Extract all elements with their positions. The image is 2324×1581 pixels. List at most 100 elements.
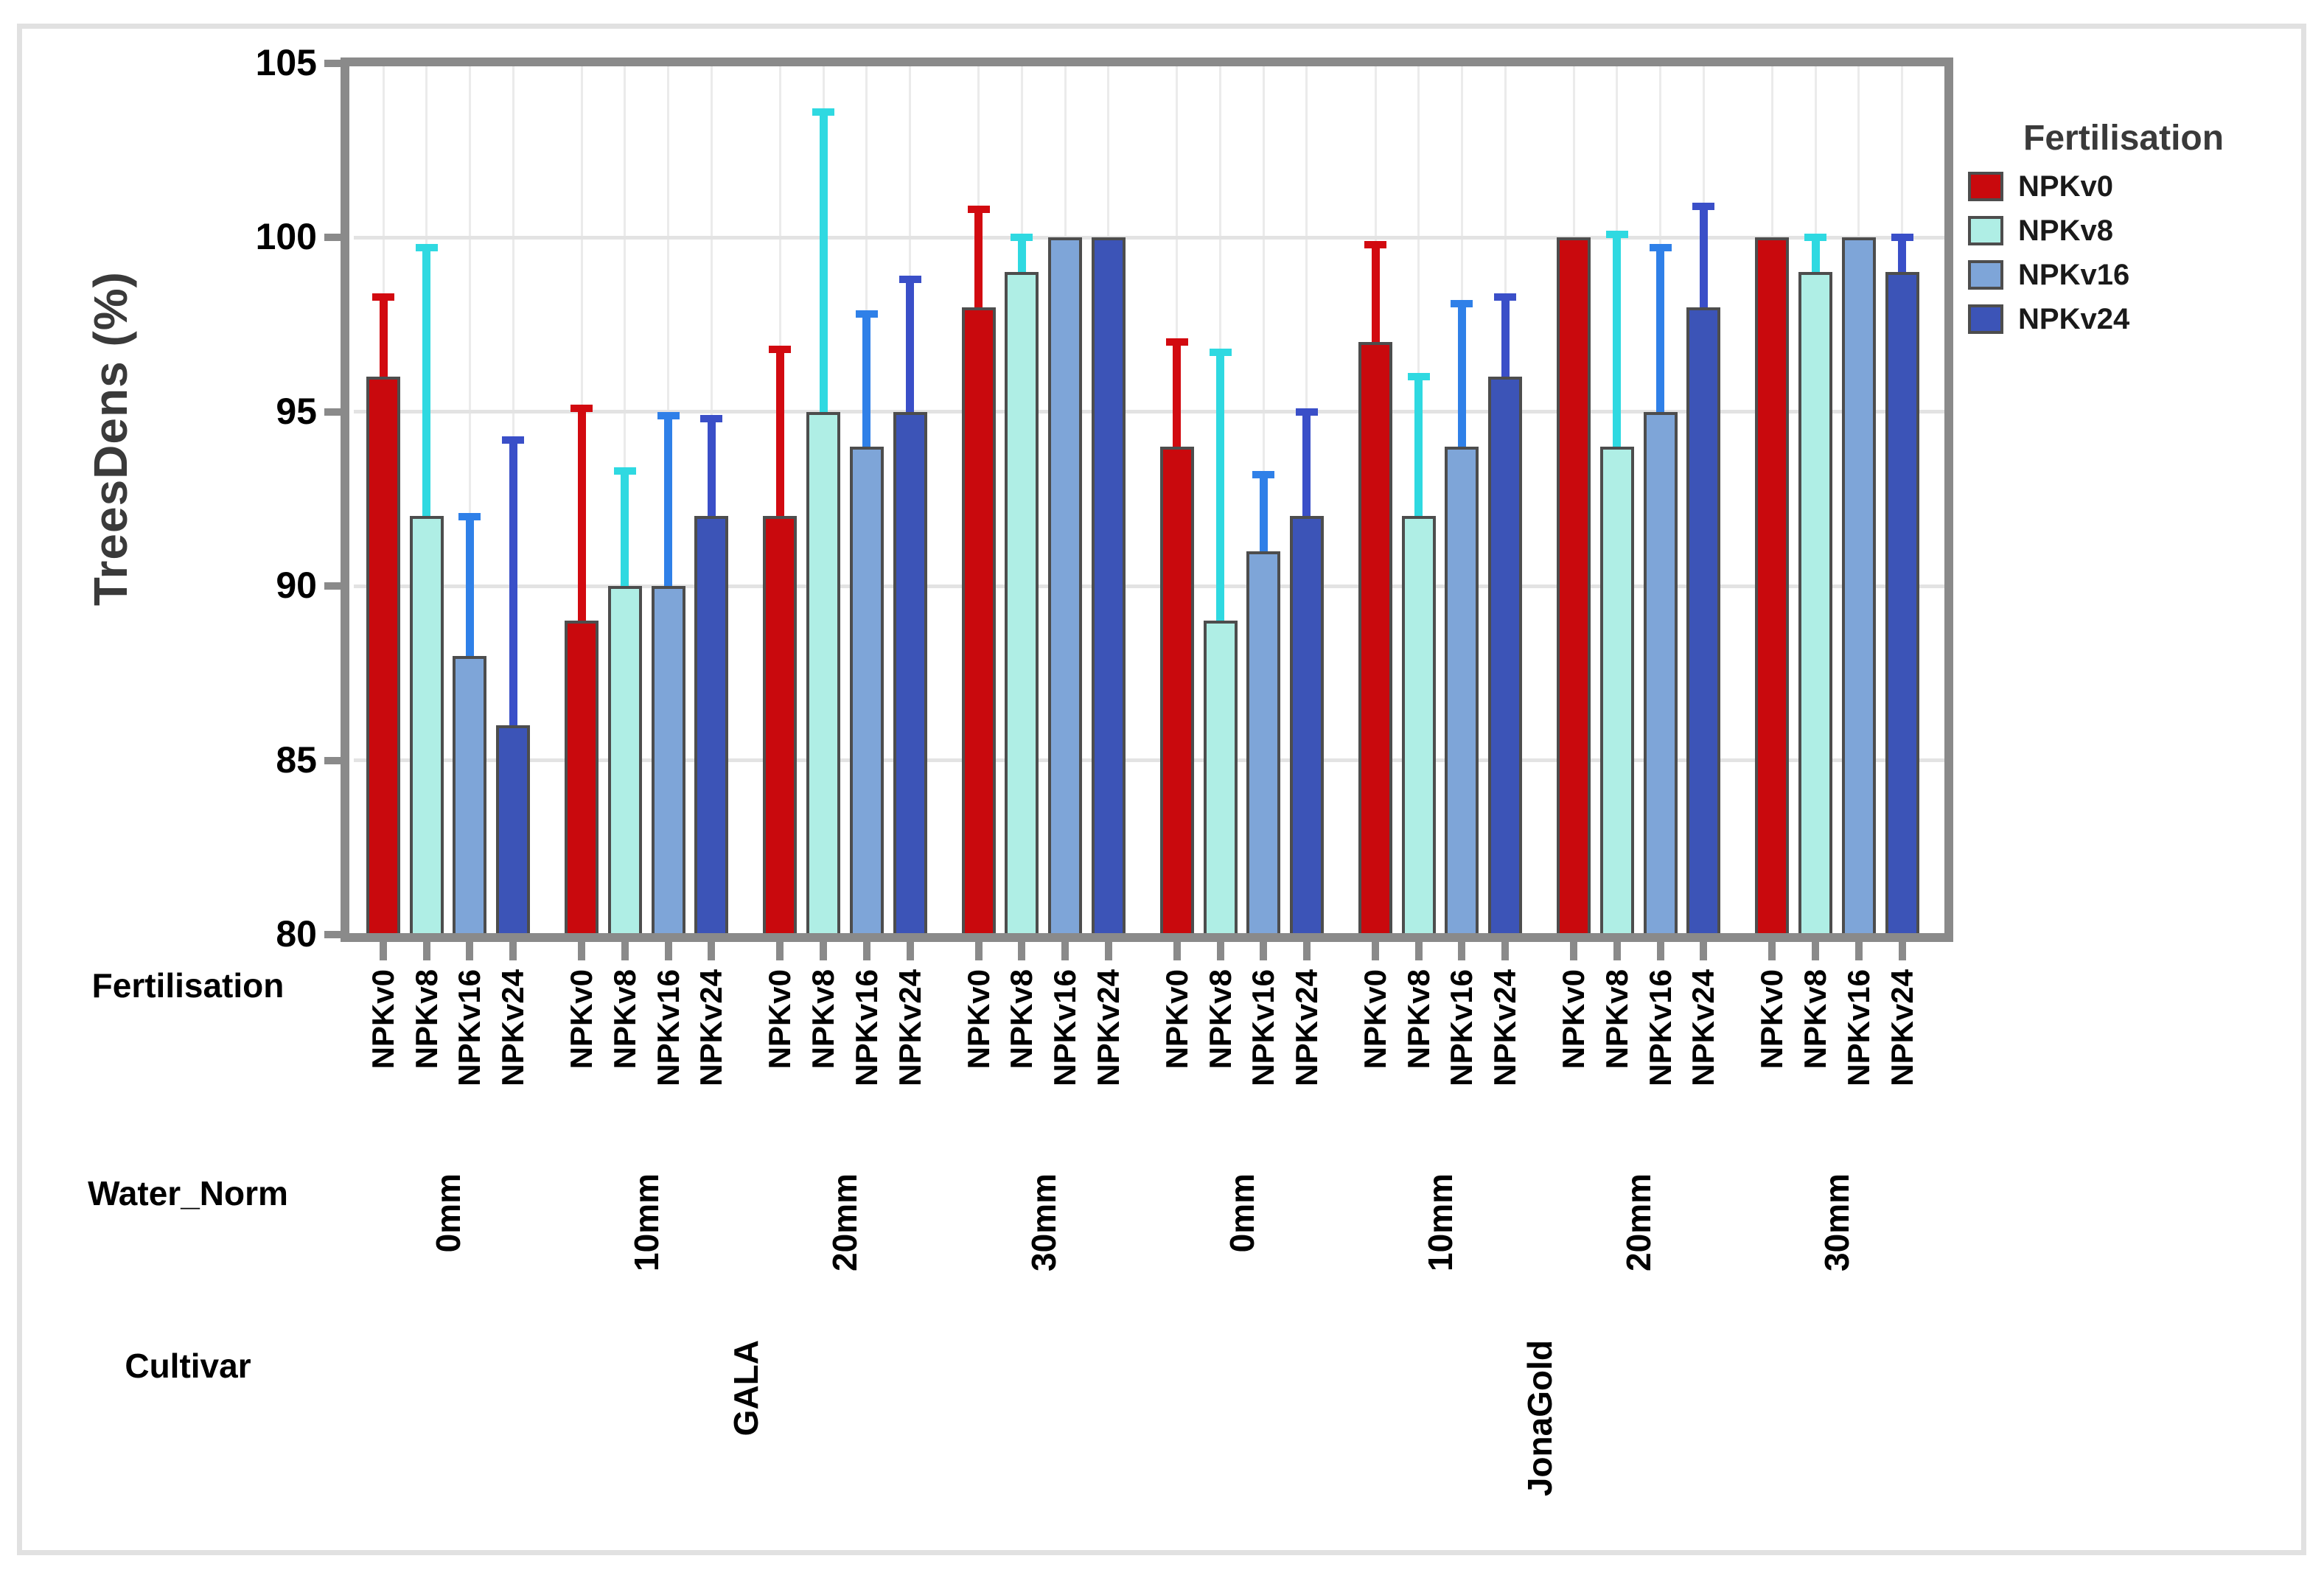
vertical-gridline <box>468 66 471 933</box>
horizontal-gridline <box>354 410 1944 413</box>
y-tick-label: 90 <box>276 565 317 606</box>
x-axis-tick <box>380 942 387 960</box>
fertilisation-tick-label-wrap: NPKv8 <box>607 969 642 1072</box>
y-axis-tick <box>324 408 341 416</box>
error-bar-stem <box>1216 349 1224 630</box>
fertilisation-tick-label-wrap: NPKv24 <box>1686 969 1720 1090</box>
error-bar-stem <box>819 108 828 421</box>
error-bar-stem <box>1259 470 1268 560</box>
bar-npkv8 <box>1203 621 1238 936</box>
fertilisation-tick-label-wrap: NPKv0 <box>762 969 797 1072</box>
legend-title: Fertilisation <box>2023 119 2224 158</box>
error-bar-stem <box>707 415 716 526</box>
bar-npkv8 <box>607 586 642 936</box>
fertilisation-tick-label-wrap: NPKv24 <box>1884 969 1919 1090</box>
error-bar-stem <box>577 405 586 630</box>
fertilisation-tick-label: NPKv24 <box>1090 969 1126 1086</box>
y-tick-label: 100 <box>255 216 317 257</box>
horizontal-gridline <box>354 584 1944 588</box>
x-axis-tick <box>1656 942 1664 960</box>
error-bar-cap <box>1407 373 1430 381</box>
fertilisation-tick-label: NPKv16 <box>1840 969 1876 1086</box>
bar-npkv24 <box>893 411 927 936</box>
fertilisation-tick-label-wrap: NPKv8 <box>1203 969 1238 1072</box>
fertilisation-tick-label-wrap: NPKv8 <box>1401 969 1436 1072</box>
error-bar-cap <box>1649 244 1672 252</box>
bar-npkv8 <box>1005 272 1039 936</box>
error-bar-cap <box>1804 234 1827 242</box>
water-norm-label: 10mm <box>627 1173 666 1271</box>
bar-npkv8 <box>806 411 841 936</box>
fertilisation-tick-label: NPKv8 <box>1599 969 1634 1069</box>
x-axis-tick <box>708 942 716 960</box>
error-bar-cap <box>1891 234 1913 242</box>
water-norm-label-wrap: 30mm <box>1025 1173 1063 1275</box>
bar-npkv16 <box>1841 237 1876 936</box>
x-axis-tick <box>1260 942 1268 960</box>
y-axis-tick <box>324 582 341 590</box>
water-norm-label: 30mm <box>1818 1173 1857 1271</box>
fertilisation-tick-label: NPKv8 <box>607 969 642 1069</box>
x-axis-tick <box>820 942 828 960</box>
fertilisation-tick-label: NPKv0 <box>960 969 996 1069</box>
fertilisation-tick-label: NPKv24 <box>1884 969 1919 1086</box>
fertilisation-tick-label-wrap: NPKv24 <box>893 969 927 1090</box>
error-bar-cap <box>1451 300 1473 308</box>
error-bar-cap <box>700 415 723 423</box>
x-axis-tick <box>974 942 983 960</box>
x-axis-tick <box>906 942 914 960</box>
fertilisation-tick-label: NPKv0 <box>1159 969 1194 1069</box>
fertilisation-tick-label: NPKv8 <box>1004 969 1039 1069</box>
legend-label: NPKv0 <box>2018 170 2113 203</box>
x-axis-tick <box>509 942 517 960</box>
error-bar-stem <box>509 436 517 735</box>
error-bar-cap <box>1011 234 1033 242</box>
error-bar-stem <box>1371 240 1380 351</box>
error-bar-stem <box>1656 244 1665 421</box>
fertilisation-tick-label-wrap: NPKv0 <box>1556 969 1591 1072</box>
fertilisation-tick-label: NPKv24 <box>495 969 531 1086</box>
error-bar-stem <box>906 276 914 421</box>
bar-npkv0 <box>1159 446 1194 936</box>
bar-npkv24 <box>1289 516 1324 936</box>
fertilisation-tick-label-wrap: NPKv16 <box>1047 969 1082 1090</box>
legend-label: NPKv16 <box>2018 259 2130 291</box>
error-bar-cap <box>458 512 481 520</box>
x-axis-tick <box>1018 942 1026 960</box>
plot-border-top <box>341 57 1953 66</box>
fertilisation-tick-label: NPKv0 <box>366 969 400 1069</box>
water-norm-label-wrap: 20mm <box>826 1173 865 1275</box>
y-tick-label: 105 <box>255 41 317 83</box>
water-norm-row-label: Water_Norm <box>88 1174 288 1212</box>
error-bar-cap <box>1209 349 1232 357</box>
error-bar-stem <box>422 244 431 526</box>
fertilisation-tick-label: NPKv16 <box>1246 969 1281 1086</box>
bar-npkv0 <box>366 377 400 936</box>
fertilisation-tick-label: NPKv24 <box>694 969 729 1086</box>
fertilisation-tick-label: NPKv0 <box>1754 969 1790 1069</box>
bar-npkv8 <box>1798 272 1833 936</box>
bar-npkv16 <box>1643 411 1678 936</box>
error-bar-stem <box>1457 300 1466 456</box>
error-bar-cap <box>1605 230 1628 238</box>
error-bar-stem <box>1017 234 1026 282</box>
error-bar-cap <box>812 108 835 116</box>
fertilisation-tick-label: NPKv0 <box>1556 969 1591 1069</box>
x-axis-tick <box>1501 942 1510 960</box>
water-norm-label-wrap: 10mm <box>1421 1173 1459 1275</box>
fertilisation-tick-label: NPKv8 <box>1798 969 1833 1069</box>
bar-npkv24 <box>1091 237 1126 936</box>
water-norm-label: 20mm <box>826 1173 865 1271</box>
legend-swatch-npkv16 <box>1968 260 2003 290</box>
bar-npkv0 <box>763 516 798 936</box>
error-bar-stem <box>1173 338 1182 456</box>
bar-npkv16 <box>849 446 884 936</box>
error-bar-cap <box>769 345 792 353</box>
y-axis-tick <box>324 234 341 241</box>
fertilisation-tick-label-wrap: NPKv8 <box>806 969 840 1072</box>
fertilisation-tick-label-wrap: NPKv24 <box>1090 969 1126 1090</box>
error-bar-cap <box>1252 470 1275 478</box>
fertilisation-tick-label-wrap: NPKv24 <box>1487 969 1522 1090</box>
fertilisation-tick-label-wrap: NPKv16 <box>1444 969 1479 1090</box>
